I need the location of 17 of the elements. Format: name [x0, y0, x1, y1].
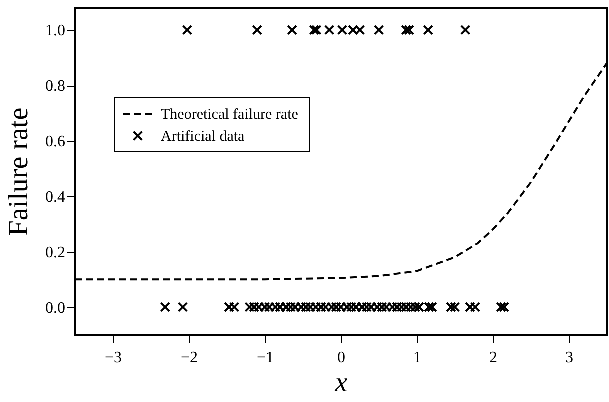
y-tick-label: 0.6 [46, 134, 66, 151]
x-axis-title: x [334, 368, 348, 398]
y-tick-label: 0.4 [46, 188, 66, 206]
x-tick-label: −2 [180, 350, 198, 366]
x-tick-label: 1 [414, 350, 422, 366]
y-tick-label: 1.0 [46, 22, 66, 40]
y-axis-title: Failure rate [4, 108, 34, 236]
x-tick-label: −1 [256, 350, 274, 366]
y-tick-label: 0.0 [46, 300, 66, 317]
y-tick-label: 0.2 [46, 244, 66, 262]
y-tick-label: 0.8 [46, 78, 66, 96]
legend-label: Theoretical failure rate [161, 107, 299, 123]
legend-label: Artificial data [161, 129, 246, 145]
x-tick-label: −3 [104, 350, 122, 366]
x-tick-label: 3 [566, 350, 574, 366]
x-tick-label: 2 [490, 350, 498, 366]
x-tick-label: 0 [338, 350, 346, 366]
